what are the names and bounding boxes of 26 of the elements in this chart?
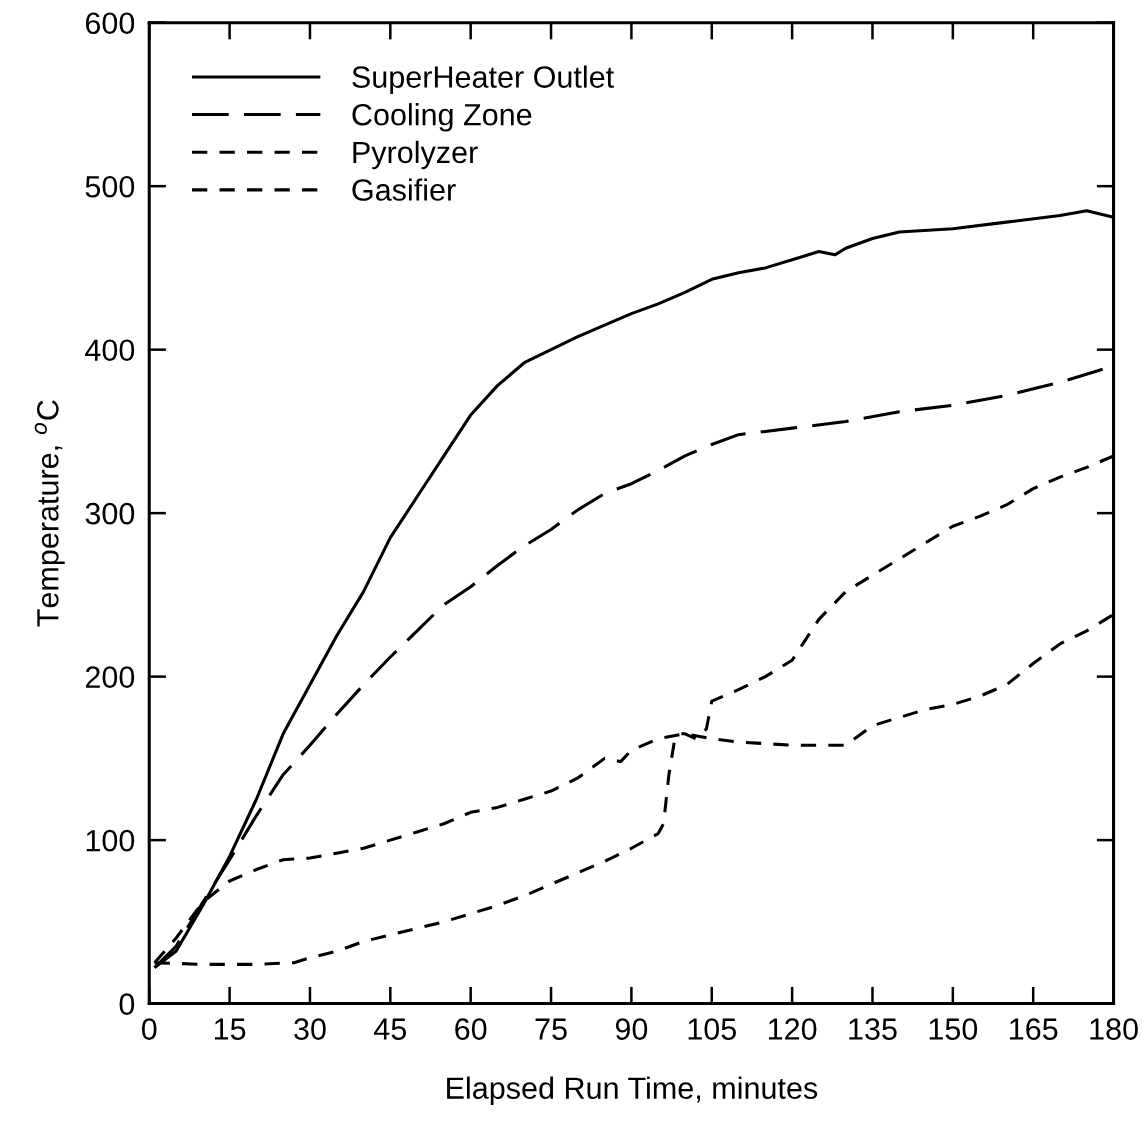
y-tick-label: 400: [85, 339, 135, 362]
y-tick-label: 300: [85, 502, 135, 525]
y-tick-label: 600: [85, 12, 135, 35]
x-tick-label: 75: [535, 1018, 567, 1040]
legend-label: Pyrolyzer: [353, 140, 478, 170]
x-tick-label: 135: [849, 1018, 897, 1040]
y-axis-title: Temperature, $^{o}$C: [34, 400, 65, 627]
legend-label: SuperHeater Outlet: [352, 65, 614, 94]
x-tick-label: 30: [294, 1018, 326, 1040]
legend-label: Gasifier: [352, 178, 456, 201]
y-tick-label: 500: [85, 175, 135, 198]
x-tick-label: 15: [214, 1018, 246, 1040]
y-tick-label: 100: [86, 829, 135, 852]
x-tick-label: 180: [1090, 1018, 1138, 1040]
x-tick-label: 165: [1010, 1018, 1058, 1040]
x-tick-label: 105: [688, 1018, 736, 1040]
x-tick-label: 150: [929, 1018, 978, 1040]
x-tick-label: 45: [374, 1018, 407, 1040]
y-tick-label: 0: [119, 993, 135, 1015]
x-tick-label: 90: [615, 1018, 648, 1040]
x-tick-label: 60: [455, 1018, 487, 1040]
x-tick-label: 0: [141, 1018, 157, 1040]
legend-label: Cooling Zone: [352, 103, 532, 132]
y-tick-label: 200: [85, 666, 135, 688]
x-tick-label: 120: [768, 1018, 817, 1040]
x-axis-title: Elapsed Run Time, minutes: [447, 1076, 818, 1105]
